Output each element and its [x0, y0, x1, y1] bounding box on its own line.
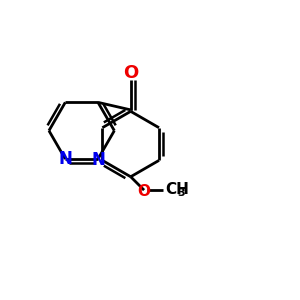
Text: N: N: [92, 152, 106, 169]
Text: O: O: [123, 64, 138, 82]
Text: O: O: [138, 184, 151, 199]
Text: 3: 3: [178, 188, 185, 197]
Text: CH: CH: [165, 182, 189, 197]
Text: N: N: [58, 150, 72, 168]
